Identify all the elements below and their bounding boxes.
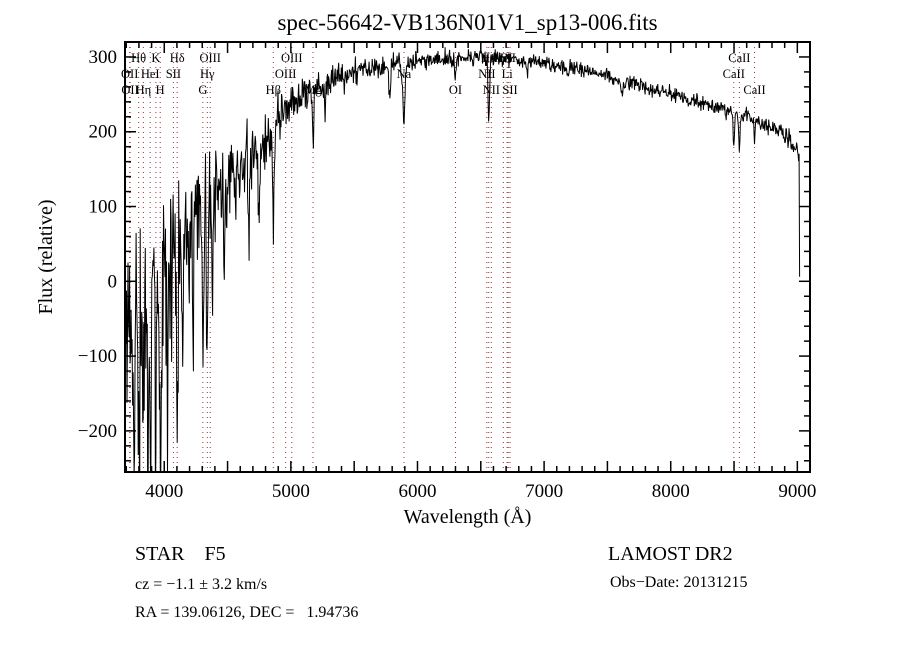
x-tick-label: 6000 [398,481,436,502]
spectral-line-label: Hβ [266,83,281,97]
plot-title: spec-56642-VB136N01V1_sp13-006.fits [277,10,658,35]
spectral-line-label: CaII [723,67,745,81]
spectral-line-label: CaII [743,83,765,97]
spectral-line-label: OIII [281,51,303,65]
spectral-line-label: H [156,83,165,97]
spectral-line-label: OI [449,83,462,97]
x-axis-title: Wavelength (Å) [404,506,532,528]
plot-box [124,41,811,473]
y-tick-label: −200 [78,421,117,442]
x-tick-label: 4000 [145,481,183,502]
y-tick-label: 0 [108,271,118,292]
y-axis-title: Flux (relative) [35,200,57,315]
spectral-line-label: OII [121,67,138,81]
spectral-line-label: SII [502,83,517,97]
x-tick-label: 7000 [525,481,563,502]
spectral-line-label: Hη [136,83,152,97]
y-tick-label: 300 [89,47,118,68]
spectral-line-label: Hθ [131,51,146,65]
x-tick-label: 5000 [272,481,310,502]
spectrum-path [125,47,801,472]
spectral-line-label: NII [483,83,500,97]
spectral-line-label: OIII [199,51,221,65]
spectral-line-label: Li [502,67,514,81]
radec-text: RA = 139.06126, DEC = 1.94736 [135,604,359,621]
spectral-line-label: G [198,83,207,97]
survey-text: LAMOST DR2 [608,543,733,565]
x-tick-label: 8000 [652,481,690,502]
classification-text: STAR F5 [135,543,226,565]
spectral-line-label: OIII [275,67,297,81]
y-tick-label: 100 [89,197,118,218]
spectral-line-label: SII [166,67,181,81]
spectral-line-label: HeI [141,67,160,81]
spectral-line-label: Na [397,67,412,81]
cz-text: cz = −1.1 ± 3.2 km/s [135,576,268,593]
obs-date-text: Obs−Date: 20131215 [610,574,748,591]
spectral-line-label: K [151,51,160,65]
spectral-line-label: Mg [304,83,322,97]
spectral-line-label: Hγ [200,67,215,81]
y-tick-label: 200 [89,122,118,143]
spectral-line-label: Hδ [170,51,185,65]
spectral-line-label: NII [478,67,495,81]
x-tick-label: 9000 [778,481,816,502]
spectral-line-label: CaII [728,51,750,65]
y-tick-label: −100 [78,346,117,367]
